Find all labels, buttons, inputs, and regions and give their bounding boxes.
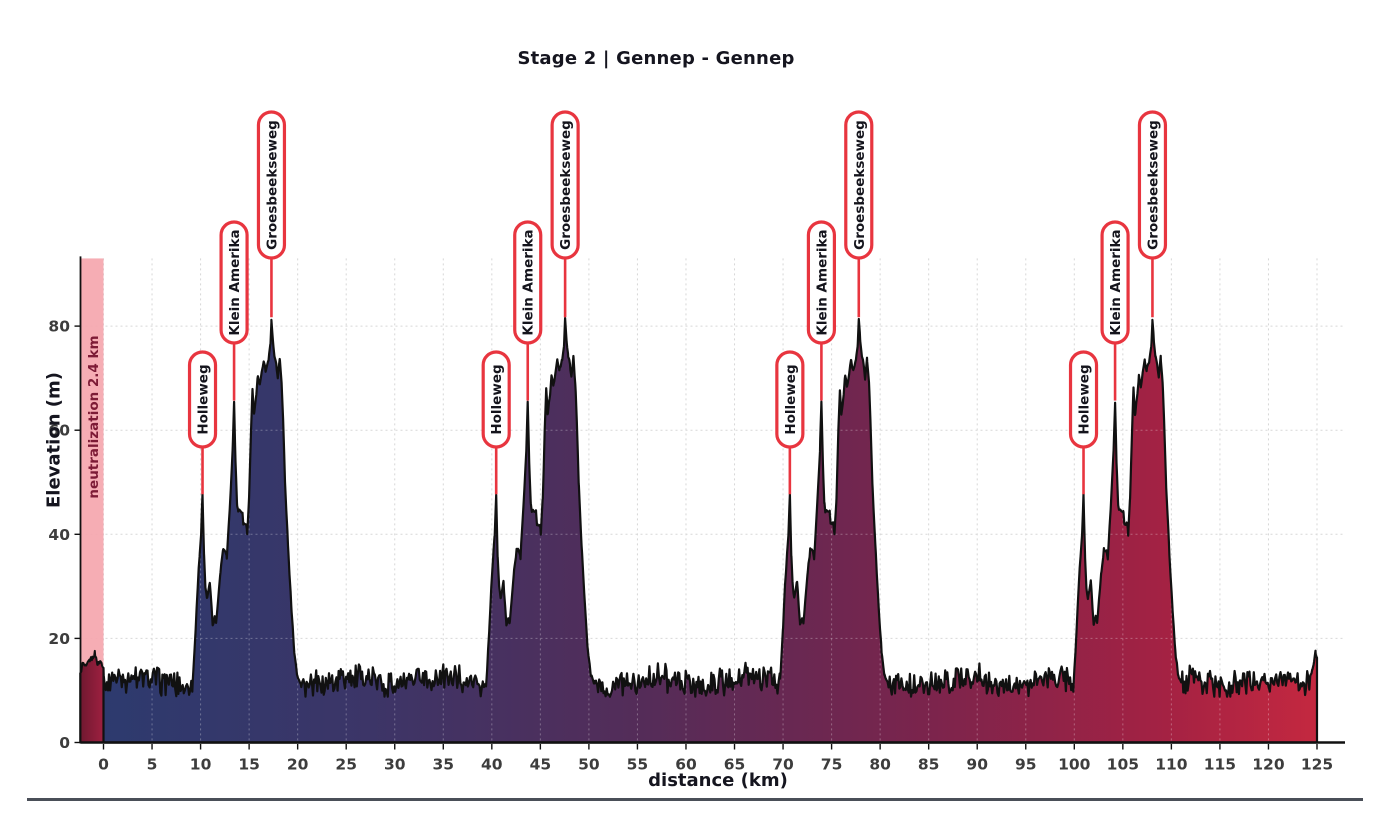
- climb-label-pill: [256, 110, 287, 260]
- chart-title: Stage 2 | Gennep - Gennep: [517, 48, 795, 69]
- elevation-area: [103, 318, 1317, 743]
- x-tick-label: 50: [578, 756, 600, 774]
- x-tick-label: 80: [869, 756, 891, 774]
- x-tick-label: 75: [821, 756, 843, 774]
- climb-marker-groesbeekseweg: Groesbeekseweg: [550, 110, 580, 318]
- neutralization-label: neutralization 2.4 km: [86, 335, 102, 498]
- x-tick-label: 90: [966, 756, 988, 774]
- x-tick-label: 120: [1252, 756, 1285, 774]
- climb-label-pill: [844, 110, 874, 260]
- x-tick-label: 15: [238, 756, 260, 774]
- neutralization-band: [80, 258, 104, 743]
- profile-outline: [102, 317, 1319, 744]
- climb-label-text: Groesbeekseweg: [264, 120, 280, 250]
- x-tick-label: 65: [724, 756, 746, 774]
- x-tick-label: 5: [147, 756, 158, 774]
- climb-marker-groesbeekseweg: Groesbeekseweg: [844, 110, 874, 318]
- x-tick-label: 110: [1155, 756, 1188, 774]
- y-tick-label: 80: [48, 318, 70, 336]
- y-tick-label: 60: [48, 422, 70, 440]
- climb-label-pill: [1068, 350, 1099, 449]
- climb-label-pill: [806, 220, 837, 345]
- x-tick-label: 125: [1301, 756, 1333, 774]
- x-axis-title: distance (km): [648, 770, 788, 791]
- climb-label-text: Holleweg: [196, 364, 212, 434]
- climb-label-text: Groesbeekseweg: [558, 120, 574, 250]
- climb-label-text: Groesbeekseweg: [852, 120, 868, 250]
- climb-label-pill: [1137, 110, 1168, 260]
- y-tick-label: 40: [48, 526, 70, 544]
- climb-marker-klein-amerika: Klein Amerika: [219, 220, 249, 401]
- x-tick-label: 35: [432, 756, 454, 774]
- x-tick-label: 105: [1107, 756, 1139, 774]
- climb-label-text: Holleweg: [783, 364, 799, 434]
- climb-marker-groesbeekseweg: Groesbeekseweg: [1137, 110, 1168, 318]
- climb-label-text: Klein Amerika: [814, 229, 830, 335]
- neutralization-area: [80, 650, 104, 743]
- climb-marker-klein-amerika: Klein Amerika: [806, 220, 837, 401]
- climb-label-text: Klein Amerika: [1108, 229, 1124, 335]
- climb-label-pill: [550, 110, 580, 260]
- x-tick-label: 0: [98, 756, 109, 774]
- climb-marker-groesbeekseweg: Groesbeekseweg: [256, 110, 287, 318]
- x-tick-label: 70: [772, 756, 794, 774]
- climb-label-text: Holleweg: [1077, 364, 1093, 434]
- climb-label-pill: [219, 220, 249, 345]
- x-tick-label: 100: [1058, 756, 1091, 774]
- climb-label-pill: [187, 350, 218, 449]
- x-tick-label: 115: [1204, 756, 1236, 774]
- x-tick-label: 55: [627, 756, 649, 774]
- climb-label-pill: [513, 220, 543, 345]
- climb-label-pill: [481, 350, 511, 449]
- x-tick-label: 20: [287, 756, 309, 774]
- tick-marks: [74, 325, 1318, 750]
- x-tick-label: 45: [530, 756, 552, 774]
- y-tick-label: 0: [59, 734, 70, 752]
- x-tick-label: 60: [675, 756, 697, 774]
- climb-marker-klein-amerika: Klein Amerika: [1100, 220, 1130, 401]
- profile-outline-neutral: [79, 649, 105, 744]
- climb-marker-klein-amerika: Klein Amerika: [513, 220, 543, 401]
- y-tick-label: 20: [48, 630, 70, 648]
- x-tick-label: 25: [335, 756, 357, 774]
- climb-label-pill: [775, 350, 805, 449]
- climb-label-text: Klein Amerika: [521, 229, 537, 335]
- climb-label-text: Holleweg: [489, 364, 505, 434]
- x-tick-label: 95: [1015, 756, 1037, 774]
- climb-marker-holleweg: Holleweg: [481, 350, 511, 495]
- x-tick-label: 85: [918, 756, 940, 774]
- climb-label-text: Groesbeekseweg: [1145, 120, 1161, 250]
- climb-marker-holleweg: Holleweg: [1068, 350, 1099, 495]
- climb-label-pill: [1100, 220, 1130, 345]
- climb-marker-holleweg: Holleweg: [775, 350, 805, 495]
- y-axis-title: Elevation (m): [43, 372, 65, 508]
- climb-marker-holleweg: Holleweg: [187, 350, 218, 495]
- x-tick-label: 30: [384, 756, 406, 774]
- x-tick-label: 10: [190, 756, 212, 774]
- bottom-divider-line: [27, 798, 1363, 801]
- x-tick-label: 40: [481, 756, 503, 774]
- climb-label-text: Klein Amerika: [227, 229, 243, 335]
